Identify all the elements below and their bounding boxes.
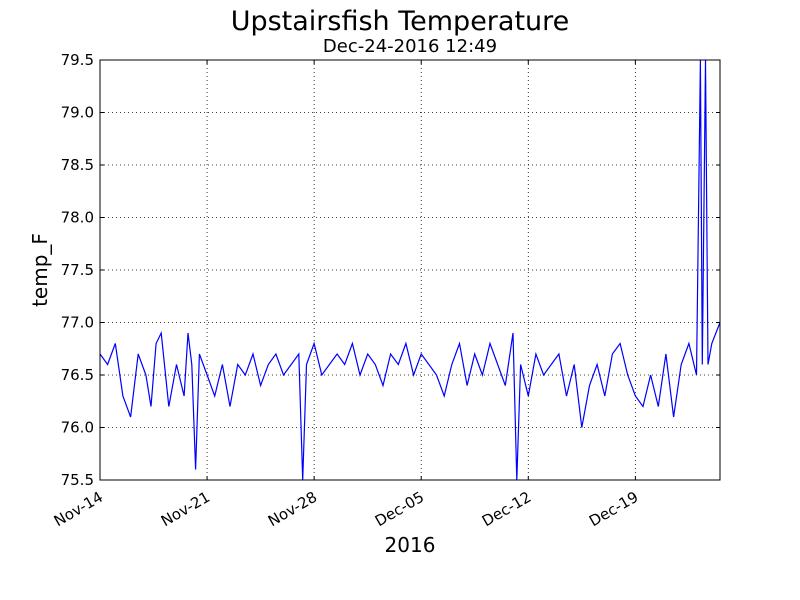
- y-axis: 75.5 76.0 76.5 77.0 77.5 78.0 78.5 79.0 79.5: [61, 51, 720, 489]
- x-axis-label: 2016: [385, 533, 436, 557]
- y-tick-label: 77.5: [61, 261, 94, 279]
- y-tick-label: 76.5: [61, 366, 94, 384]
- x-tick-label: Dec-05: [372, 488, 427, 530]
- x-tick-label: Nov-21: [158, 488, 213, 530]
- y-tick-label: 78.5: [61, 156, 94, 174]
- chart-subtitle: Dec-24-2016 12:49: [322, 36, 498, 57]
- series-layer: [99, 59, 721, 481]
- series-line: [99, 59, 721, 481]
- chart-title: Upstairsfish Temperature: [230, 6, 570, 37]
- y-tick-label: 79.5: [61, 51, 94, 69]
- y-tick-label: 75.5: [61, 471, 94, 489]
- y-tick-label: 79.0: [61, 104, 94, 122]
- grid-lines: [99, 59, 720, 481]
- x-tick-label: Nov-14: [51, 488, 106, 530]
- y-tick-label: 78.0: [61, 209, 94, 227]
- x-axis: Nov-14 Nov-21 Nov-28 Dec-05 Dec-12 Dec-19: [51, 60, 641, 530]
- y-tick-label: 76.0: [61, 419, 94, 437]
- x-tick-label: Nov-28: [265, 488, 320, 530]
- x-tick-label: Dec-19: [586, 488, 641, 530]
- y-axis-label: temp_F: [28, 233, 52, 307]
- x-tick-label: Dec-12: [479, 488, 534, 530]
- y-tick-label: 77.0: [61, 314, 94, 332]
